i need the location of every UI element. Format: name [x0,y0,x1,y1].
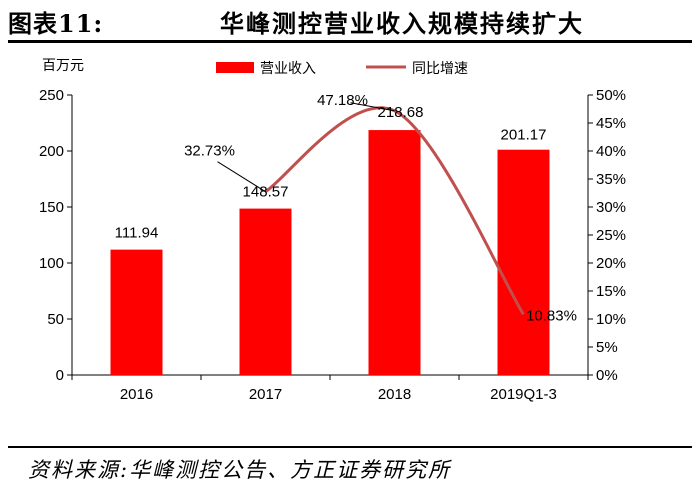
y-tick-label-right: 20% [596,255,626,272]
bar-value-label: 201.17 [501,127,547,144]
bar-revenue [368,130,421,375]
x-tick-label: 2018 [378,386,411,403]
figure-number: 图表11: [8,9,104,38]
y-tick-label-left: 250 [39,87,64,104]
growth-value-label: 47.18% [317,92,368,109]
source-note: 资料来源:华峰测控公告、方正证券研究所 [28,458,452,482]
bar-value-label: 111.94 [115,225,159,242]
y-tick-label-right: 15% [596,283,626,300]
bar-value-label: 218.68 [378,104,424,121]
growth-value-label: 10.83% [526,307,577,324]
y-tick-label-left: 50 [47,311,64,328]
y-tick-label-right: 45% [596,115,626,132]
x-tick-label: 2019Q1-3 [490,386,557,403]
y-tick-label-left: 200 [39,143,64,160]
y-axis-unit-label: 百万元 [42,57,84,73]
x-tick-label: 2016 [120,386,153,403]
y-tick-label-right: 30% [596,199,626,216]
y-tick-label-left: 150 [39,199,64,216]
legend-label-growth: 同比增速 [412,60,468,76]
y-tick-label-right: 40% [596,143,626,160]
revenue-chart: 百万元 营业收入 同比增速 0 50 100 150 200 250 0% 5% 10% 15% 20% 2… [39,57,626,403]
figure-title-text: 华峰测控营业收入规模持续扩大 [220,9,584,38]
y-tick-label-right: 25% [596,227,626,244]
footer-divider [8,446,692,448]
y-tick-label-right: 10% [596,311,626,328]
growth-line [264,106,525,316]
y-tick-label-right: 50% [596,87,626,104]
figure-title: 图表11: 华峰测控营业收入规模持续扩大 [8,4,692,40]
x-tick-label: 2017 [249,386,282,403]
bar-revenue [239,208,292,375]
legend-label-revenue: 营业收入 [260,60,316,76]
growth-value-label: 32.73% [184,143,235,160]
legend-swatch-revenue [216,62,254,73]
y-tick-label-right: 5% [596,339,618,356]
y-tick-label-right: 0% [596,367,618,384]
title-divider [8,40,692,43]
y-tick-label-left: 100 [39,255,64,272]
growth-label-leader [350,102,395,112]
bar-revenue [110,249,163,375]
bar-revenue [497,149,550,375]
growth-label-leader [217,161,266,193]
y-tick-label-right: 35% [596,171,626,188]
y-tick-label-left: 0 [56,367,64,384]
bar-value-label: 148.57 [243,184,289,201]
